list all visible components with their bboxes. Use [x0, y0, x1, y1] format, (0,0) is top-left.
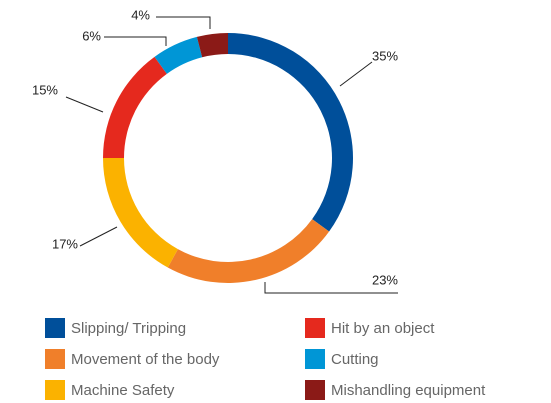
- legend-label: Movement of the body: [71, 351, 220, 368]
- leader-line: [156, 16, 211, 29]
- legend-label: Cutting: [331, 351, 379, 368]
- data-label: 35%: [372, 48, 398, 63]
- donut-slice: [103, 158, 178, 268]
- legend-swatch: [305, 318, 325, 338]
- data-label: 23%: [372, 272, 398, 287]
- data-label: 6%: [82, 28, 101, 43]
- legend-label: Hit by an object: [331, 320, 435, 337]
- legend-label: Slipping/ Tripping: [71, 320, 186, 337]
- legend-swatch: [45, 380, 65, 400]
- data-label: 17%: [52, 236, 78, 251]
- donut-slice: [103, 56, 167, 158]
- leader-line: [65, 96, 104, 113]
- data-label: 4%: [131, 7, 150, 22]
- legend-swatch: [305, 380, 325, 400]
- legend-label: Machine Safety: [71, 382, 175, 399]
- legend-swatch: [305, 349, 325, 369]
- leader-line: [264, 282, 398, 294]
- legend-label: Mishandling equipment: [331, 382, 486, 399]
- data-label: 15%: [32, 82, 58, 97]
- donut-slice: [167, 219, 330, 283]
- donut-slice: [154, 36, 203, 74]
- legend-swatch: [45, 318, 65, 338]
- donut-slice: [196, 33, 228, 58]
- leader-line: [79, 226, 118, 247]
- donut-slice: [228, 33, 354, 232]
- leader-line: [339, 61, 373, 87]
- leader-line: [104, 36, 167, 46]
- legend-swatch: [45, 349, 65, 369]
